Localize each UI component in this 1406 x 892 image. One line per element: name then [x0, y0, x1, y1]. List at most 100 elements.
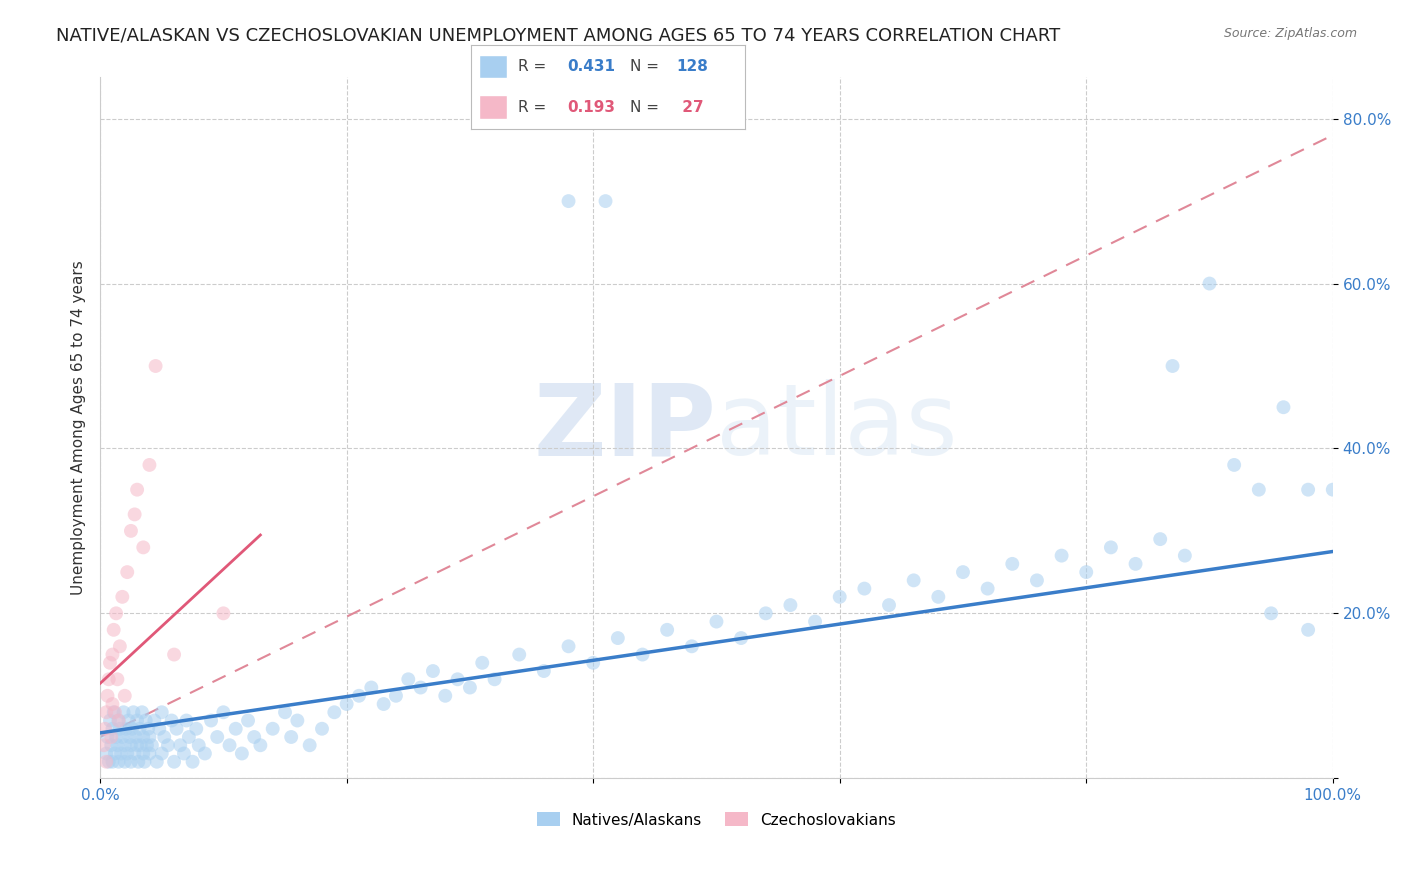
Point	[156, 738, 179, 752]
FancyBboxPatch shape	[479, 54, 506, 78]
Point	[96, 730, 118, 744]
Point	[117, 714, 139, 728]
Point	[1260, 607, 1282, 621]
Point	[280, 730, 302, 744]
Point	[110, 747, 132, 761]
Point	[471, 656, 494, 670]
Text: R =: R =	[517, 100, 551, 115]
Point	[706, 615, 728, 629]
Point	[1272, 401, 1295, 415]
Text: R =: R =	[517, 59, 551, 74]
Text: Source: ZipAtlas.com: Source: ZipAtlas.com	[1223, 27, 1357, 40]
Point	[177, 730, 200, 744]
Point	[249, 738, 271, 752]
Point	[98, 714, 121, 728]
Point	[120, 738, 142, 752]
FancyBboxPatch shape	[479, 95, 506, 120]
Point	[163, 755, 186, 769]
Point	[231, 747, 253, 761]
Point	[285, 714, 308, 728]
Point	[804, 615, 827, 629]
Text: 0.431: 0.431	[567, 59, 614, 74]
Text: N =: N =	[630, 59, 659, 74]
Point	[96, 755, 118, 769]
Point	[181, 755, 204, 769]
Point	[755, 607, 778, 621]
Point	[446, 673, 468, 687]
Point	[134, 755, 156, 769]
Point	[118, 730, 141, 744]
Point	[127, 483, 149, 497]
Point	[187, 738, 209, 752]
Point	[107, 714, 129, 728]
Point	[1296, 483, 1319, 497]
Point	[595, 194, 617, 208]
Point	[136, 722, 159, 736]
Point	[952, 565, 974, 579]
Point	[148, 722, 170, 736]
Point	[135, 714, 157, 728]
Point	[127, 755, 149, 769]
Text: NATIVE/ALASKAN VS CZECHOSLOVAKIAN UNEMPLOYMENT AMONG AGES 65 TO 74 YEARS CORRELA: NATIVE/ALASKAN VS CZECHOSLOVAKIAN UNEMPL…	[56, 27, 1060, 45]
Point	[98, 656, 121, 670]
Point	[100, 730, 122, 744]
Point	[903, 574, 925, 588]
Point	[127, 738, 149, 752]
Point	[458, 681, 481, 695]
Point	[93, 738, 115, 752]
Point	[274, 706, 297, 720]
Text: ZIP: ZIP	[534, 379, 717, 476]
Point	[657, 623, 679, 637]
Point	[1125, 557, 1147, 571]
Text: 0.193: 0.193	[567, 100, 614, 115]
Point	[101, 648, 124, 662]
Point	[631, 648, 654, 662]
Point	[163, 648, 186, 662]
Point	[132, 541, 155, 555]
Point	[103, 706, 125, 720]
Point	[97, 673, 120, 687]
Point	[533, 664, 555, 678]
Legend: Natives/Alaskans, Czechoslovakians: Natives/Alaskans, Czechoslovakians	[530, 806, 903, 834]
Point	[114, 689, 136, 703]
Point	[145, 359, 167, 373]
Point	[105, 607, 128, 621]
Point	[105, 730, 128, 744]
Point	[434, 689, 457, 703]
Point	[200, 714, 222, 728]
Point	[207, 730, 229, 744]
Point	[160, 714, 183, 728]
Point	[212, 607, 235, 621]
Point	[96, 747, 118, 761]
Point	[96, 689, 118, 703]
Point	[1161, 359, 1184, 373]
Point	[385, 689, 408, 703]
Point	[138, 730, 160, 744]
Point	[557, 640, 579, 654]
Point	[1026, 574, 1049, 588]
Point	[114, 755, 136, 769]
Point	[681, 640, 703, 654]
Point	[853, 582, 876, 596]
Point	[101, 722, 124, 736]
Point	[360, 681, 382, 695]
Point	[236, 714, 259, 728]
Point	[114, 738, 136, 752]
Point	[1223, 458, 1246, 472]
Point	[129, 738, 152, 752]
Point	[828, 590, 851, 604]
Point	[311, 722, 333, 736]
Point	[409, 681, 432, 695]
Point	[122, 706, 145, 720]
Point	[323, 706, 346, 720]
Point	[94, 722, 117, 736]
Point	[138, 747, 160, 761]
Point	[146, 755, 169, 769]
Point	[100, 738, 122, 752]
Point	[1247, 483, 1270, 497]
Point	[107, 755, 129, 769]
Point	[730, 631, 752, 645]
Point	[124, 508, 146, 522]
Point	[132, 747, 155, 761]
Point	[150, 706, 173, 720]
